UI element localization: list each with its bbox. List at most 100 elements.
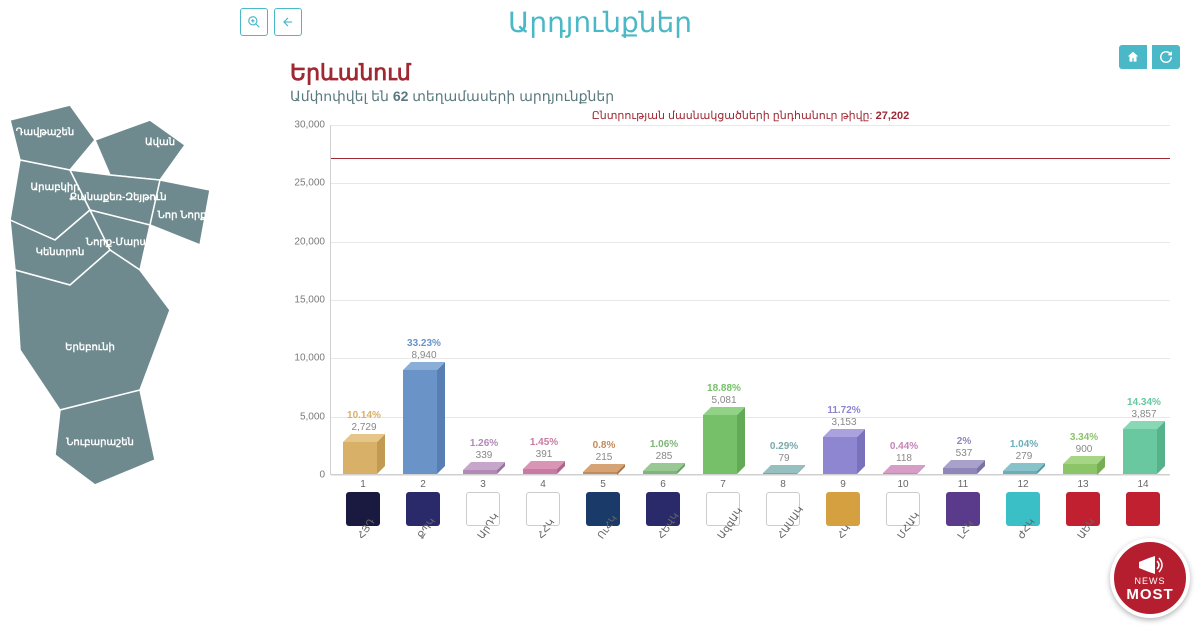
x-category: 5ՈւՀԿ	[582, 475, 624, 526]
district-label: Ավան	[145, 137, 175, 148]
x-category: 7ԱզգԱԿ	[702, 475, 744, 526]
bar-chart: Ընտրության մասնակցածների ընդհանուր թիվը:…	[280, 115, 1180, 595]
y-tick-label: 25,000	[294, 178, 331, 189]
grid-line	[331, 183, 1170, 184]
bar[interactable]: 33.23%8,940	[403, 370, 445, 474]
back-button[interactable]	[274, 8, 302, 36]
category-number: 13	[1062, 479, 1104, 490]
refresh-icon	[1159, 50, 1173, 64]
category-number: 8	[762, 479, 804, 490]
home-button[interactable]	[1119, 45, 1147, 69]
bar-value-label: 11.72%3,153	[823, 405, 865, 437]
bar-value-label: 1.06%285	[643, 439, 685, 471]
grid-line	[331, 125, 1170, 126]
bar[interactable]: 14.34%3,857	[1123, 429, 1165, 474]
summary-prefix: Ամփոփվել են	[290, 88, 393, 104]
bar-value-label: 33.23%8,940	[403, 338, 445, 370]
bar-value-label: 0.8%215	[583, 440, 625, 472]
x-category: 9ՀԿ	[822, 475, 864, 526]
district-label: Նորք-Մարաշ	[85, 237, 154, 248]
bar[interactable]: 1.04%279	[1003, 471, 1045, 474]
bar[interactable]: 0.44%118	[883, 473, 925, 474]
y-tick-label: 0	[319, 470, 331, 481]
bar[interactable]: 11.72%3,153	[823, 437, 865, 474]
badge-most: MOST	[1126, 586, 1173, 603]
category-number: 12	[1002, 479, 1044, 490]
party-icon[interactable]	[946, 492, 980, 526]
y-tick-label: 20,000	[294, 236, 331, 247]
top-controls	[240, 8, 302, 36]
x-category: 10ՄՀԱԿ	[882, 475, 924, 526]
category-number: 3	[462, 479, 504, 490]
bar[interactable]: 18.88%5,081	[703, 415, 745, 474]
y-tick-label: 30,000	[294, 120, 331, 131]
category-number: 6	[642, 479, 684, 490]
badge-news: NEWS	[1135, 576, 1166, 586]
plot-area: Ընտրության մասնակցածների ընդհանուր թիվը:…	[330, 125, 1170, 475]
zoom-icon	[247, 15, 261, 29]
grid-line	[331, 300, 1170, 301]
chart-header: Երևանում Ամփոփվել են 62 տեղամասերի արդյո…	[290, 60, 614, 105]
grid-line	[331, 358, 1170, 359]
bar[interactable]: 0.29%79	[763, 473, 805, 474]
total-participants-label: Ընտրության մասնակցածների ընդհանուր թիվը:…	[331, 109, 1170, 122]
district-label: Նուբարաշեն	[65, 437, 134, 448]
bar-value-label: 0.44%118	[883, 441, 925, 473]
x-category: 11ԼՀԿ	[942, 475, 984, 526]
grid-line	[331, 475, 1170, 476]
summary-suffix: տեղամասերի արդյունքներ	[408, 88, 614, 104]
right-controls	[1119, 45, 1180, 69]
y-tick-label: 15,000	[294, 295, 331, 306]
bar-value-label: 1.26%339	[463, 438, 505, 470]
yerevan-map[interactable]: Դավթաշեն Ավան Արաբկիր Քանաքեռ-Զեյթուն Կե…	[0, 90, 260, 590]
district-label: Դավթաշեն	[16, 127, 74, 138]
district-label: Երեբունի	[65, 342, 115, 353]
bar[interactable]: 1.45%391	[523, 469, 565, 474]
home-icon	[1126, 50, 1140, 64]
category-number: 1	[342, 479, 384, 490]
bar-value-label: 1.45%391	[523, 437, 565, 469]
y-tick-label: 10,000	[294, 353, 331, 364]
district-label: Նոր Նորք	[156, 210, 207, 221]
category-number: 5	[582, 479, 624, 490]
category-number: 10	[882, 479, 924, 490]
bar-value-label: 18.88%5,081	[703, 383, 745, 415]
x-category: 12ԺՀԿ	[1002, 475, 1044, 526]
arrow-left-icon	[281, 15, 295, 29]
bar-value-label: 1.04%279	[1003, 439, 1045, 471]
city-name: Երևանում	[290, 60, 614, 86]
bar-value-label: 14.34%3,857	[1123, 397, 1165, 429]
category-number: 14	[1122, 479, 1164, 490]
x-category: 1ՀՅԴ	[342, 475, 384, 526]
x-category: 8ՀԱՍԱԿ	[762, 475, 804, 526]
district-label: Կենտրոն	[36, 247, 85, 258]
bar[interactable]: 1.06%285	[643, 471, 685, 474]
bar[interactable]: 3.34%900	[1063, 464, 1105, 475]
bar-value-label: 2%537	[943, 436, 985, 468]
party-icon[interactable]	[1126, 492, 1160, 526]
bar[interactable]: 1.26%339	[463, 470, 505, 474]
zoom-in-button[interactable]	[240, 8, 268, 36]
bar-value-label: 3.34%900	[1063, 432, 1105, 464]
grid-line	[331, 242, 1170, 243]
bar[interactable]: 0.8%215	[583, 472, 625, 475]
x-category: 3ԱրԴԿ	[462, 475, 504, 526]
refresh-button[interactable]	[1152, 45, 1180, 69]
district[interactable]	[95, 120, 185, 180]
x-category: 4ՀՀԿ	[522, 475, 564, 526]
bar[interactable]: 10.14%2,729	[343, 442, 385, 474]
total-line	[331, 158, 1170, 159]
bar-value-label: 0.29%79	[763, 441, 805, 473]
x-category: 14	[1122, 475, 1164, 526]
bar[interactable]: 2%537	[943, 468, 985, 474]
page-title: Արդյունքներ	[508, 6, 692, 39]
x-category: 2ՔՊԿ	[402, 475, 444, 526]
party-icon[interactable]	[826, 492, 860, 526]
category-number: 11	[942, 479, 984, 490]
bar-value-label: 10.14%2,729	[343, 410, 385, 442]
category-number: 2	[402, 479, 444, 490]
x-category: 13ԱԵԿ	[1062, 475, 1104, 526]
summary-count: 62	[393, 88, 409, 104]
summary-line: Ամփոփվել են 62 տեղամասերի արդյունքներ	[290, 88, 614, 105]
megaphone-icon	[1135, 554, 1165, 576]
